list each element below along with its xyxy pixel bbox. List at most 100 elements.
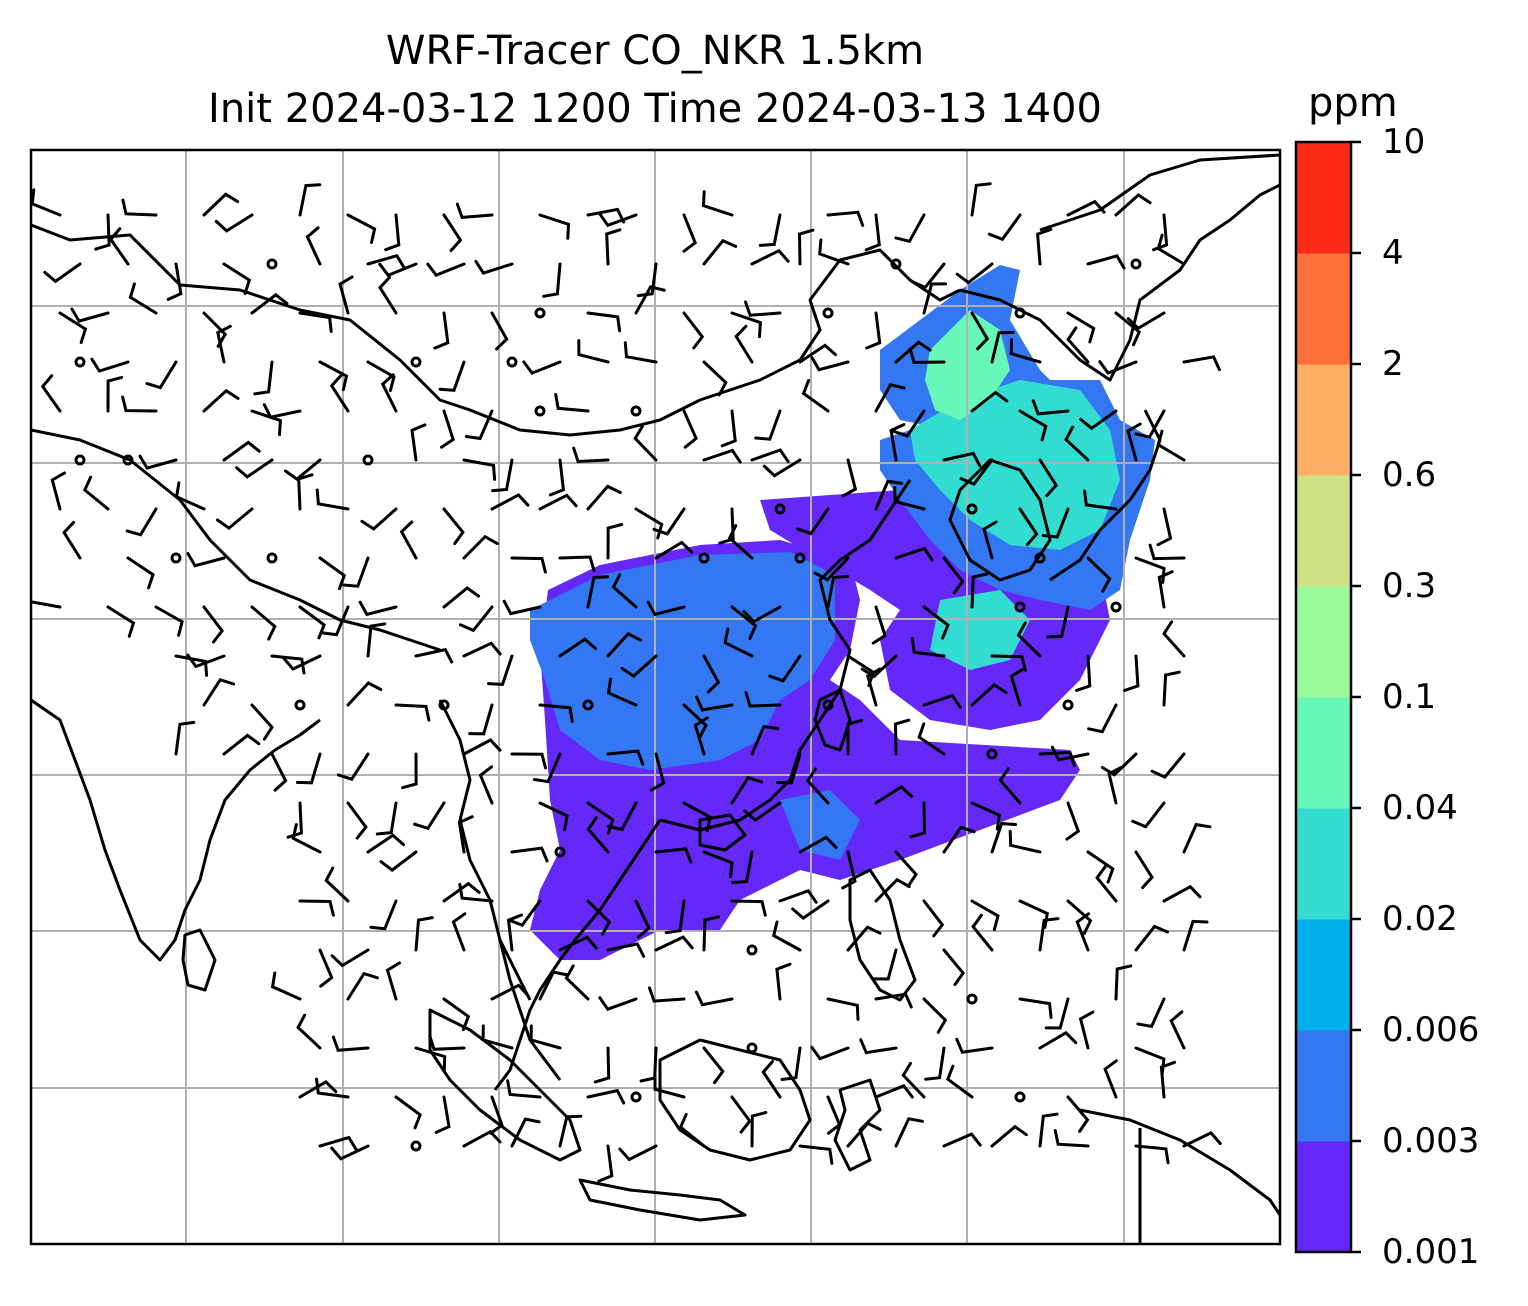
calm-wind-marker [1110,601,1122,613]
wind-barb [1162,620,1186,658]
colorbar-swatch [1296,1141,1351,1253]
wind-barb [894,546,934,562]
wind-barb [1078,1010,1095,1050]
himalaya-border [31,428,441,652]
wind-barb [222,440,261,462]
wind-barb [780,1046,802,1081]
wind-barb [1086,254,1126,270]
wind-barb [874,785,914,805]
wind-barb [866,667,882,707]
wind-barb [82,475,110,511]
tracer-region-sea-streak [1000,440,1090,510]
wind-barb [291,823,322,854]
wind-barb [1134,409,1166,439]
wind-barb [846,718,864,756]
calm-wind-marker [1034,552,1046,564]
colorbar-swatch [1296,364,1351,476]
calm-wind-marker [822,699,834,711]
wind-barb [682,801,713,833]
wind-barb [910,262,946,290]
wind-barb [744,691,782,708]
wind-barb [970,899,1000,931]
wind-barb [468,703,494,736]
wind-barb [394,1095,422,1130]
wind-barb [982,520,998,560]
wind-barb [414,1046,447,1073]
calm-wind-marker [1014,601,1026,613]
wind-barb [702,360,728,397]
wind-barb [586,1088,626,1105]
wind-barb [94,213,111,251]
wind-barb [462,534,499,560]
calm-wind-marker [534,405,546,417]
wind-barb [990,330,1015,364]
wind-barb [620,654,658,678]
wind-barb [490,493,530,511]
wind-barb [366,360,396,392]
wind-barb [654,847,693,864]
wind-barb [922,997,948,1034]
calm-wind-marker [698,552,710,564]
wind-barb [702,448,742,464]
colorbar-tick-label: 0.6 [1382,455,1437,495]
wind-barb [548,458,566,497]
wind-barb [40,374,62,413]
wind-barb [650,752,666,792]
wind-barb [250,292,289,315]
wind-barb [791,899,830,920]
wind-barb [298,183,322,217]
colorbar-unit-label: ppm [1308,80,1398,126]
wind-barb [1075,912,1090,952]
wind-barb [330,948,370,968]
wind-barb [987,213,1022,242]
calm-wind-marker [362,454,374,466]
russia-coast [1039,153,1280,232]
wind-barb [702,850,734,879]
wind-barb [826,1095,842,1135]
wind-barb [1182,919,1209,952]
wind-barb [346,213,377,244]
wind-barb [346,801,368,840]
indochina-coast [493,819,662,1091]
wind-barb [841,458,858,498]
wind-barb [865,311,882,350]
calm-wind-marker [966,993,978,1005]
wind-barb [586,575,610,609]
wind-barb [727,524,754,560]
wind-barb [826,997,860,1021]
wind-barb [846,925,882,952]
wind-barb [62,520,82,560]
wind-barb [462,458,497,481]
wind-barb [586,801,615,835]
wind-barb [428,1034,466,1051]
wind-barb [1103,1059,1118,1099]
wind-barb [394,703,431,722]
wind-barb [841,850,857,890]
wind-barb [222,262,252,295]
wind-barb [633,424,658,462]
calm-wind-marker [774,503,786,515]
wind-barb [682,703,708,740]
wind-barb [1038,1030,1078,1050]
wind-barb [410,423,427,462]
tracer-region-taiwan-strait [780,790,860,860]
wind-barb [305,226,322,266]
wind-barb [108,227,130,266]
wind-barb [654,540,694,560]
wind-barb [90,357,130,373]
wind-barb [532,752,562,784]
wind-barb [990,1124,1028,1148]
wind-barb [474,259,514,275]
wind-barb [442,507,465,546]
wind-barb [778,888,818,904]
wind-barb [955,1037,994,1054]
calm-wind-marker [1014,1091,1026,1103]
wind-barb [250,605,277,641]
wind-barb [646,600,686,617]
wind-barb [282,654,322,671]
wind-barb [702,1046,725,1085]
calm-wind-marker [746,944,758,956]
wind-barb [955,262,994,285]
wind-barb [775,962,792,1001]
wind-barb [502,599,542,616]
